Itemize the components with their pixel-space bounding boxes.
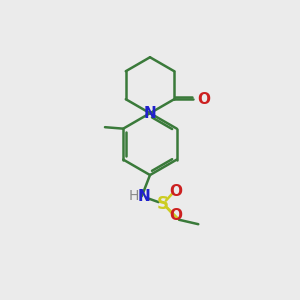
Text: S: S	[157, 195, 169, 213]
Text: N: N	[138, 189, 151, 204]
Text: O: O	[169, 208, 182, 224]
Text: H: H	[128, 189, 139, 203]
Text: O: O	[197, 92, 210, 107]
Text: O: O	[169, 184, 182, 199]
Text: N: N	[144, 106, 156, 121]
